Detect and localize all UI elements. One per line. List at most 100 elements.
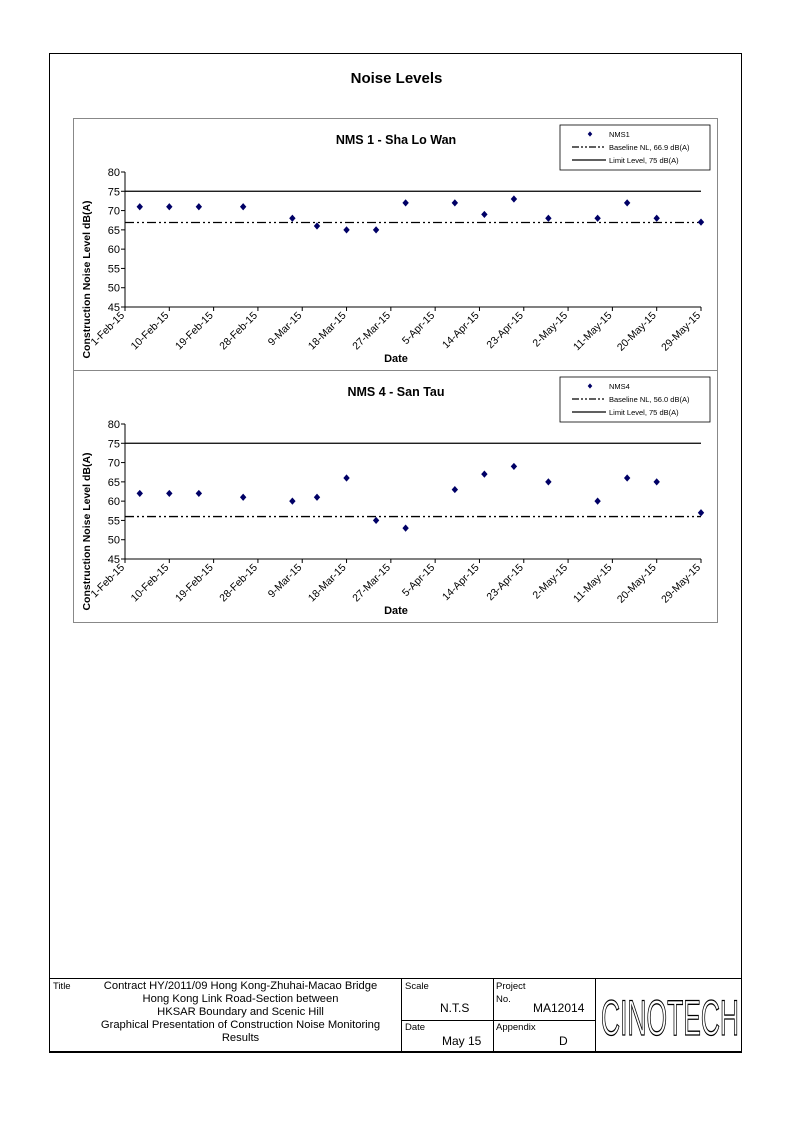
x-axis-label: Date	[384, 353, 408, 365]
y-tick-label: 50	[108, 283, 120, 295]
x-tick-label: 14-Apr-15	[440, 310, 482, 352]
legend-label: NMS1	[609, 130, 630, 139]
x-tick-label: 14-Apr-15	[440, 562, 482, 604]
legend-marker	[587, 383, 593, 389]
legend-label: Limit Level, 75 dB(A)	[609, 408, 679, 417]
data-point	[653, 214, 660, 222]
appendix-label: Appendix	[496, 1022, 536, 1033]
data-point	[545, 478, 552, 486]
x-tick-label: 2-May-15	[530, 310, 570, 350]
page-title: Noise Levels	[350, 70, 443, 87]
title-line: Results	[221, 1032, 260, 1044]
date-label: Date	[405, 1022, 426, 1033]
project-no-label: No.	[496, 994, 511, 1005]
x-tick-label: 9-Mar-15	[266, 562, 305, 601]
chart-title: NMS 1 - Sha Lo Wan	[336, 133, 456, 147]
title-line: HKSAR Boundary and Scenic Hill	[157, 1006, 324, 1018]
x-tick-label: 5-Apr-15	[400, 310, 437, 347]
data-point	[451, 199, 459, 207]
x-tick-label: 5-Apr-15	[400, 562, 437, 599]
x-tick-label: 1-Feb-15	[89, 310, 128, 349]
data-point	[402, 199, 409, 207]
y-axis-label: Construction Noise Level dB(A)	[81, 200, 93, 358]
data-point	[239, 203, 247, 211]
project-label: Project	[496, 981, 526, 992]
x-tick-label: 10-Feb-15	[129, 562, 172, 605]
data-point	[313, 493, 321, 501]
y-tick-label: 45	[108, 302, 120, 314]
data-point	[402, 524, 409, 532]
x-tick-label: 29-May-15	[659, 562, 703, 606]
x-axis-label: Date	[384, 605, 408, 617]
y-tick-label: 65	[108, 477, 120, 489]
x-tick-label: 11-May-15	[571, 310, 615, 354]
legend-label: Limit Level, 75 dB(A)	[609, 156, 679, 165]
data-point	[510, 462, 518, 471]
title-line: Hong Kong Link Road-Section between	[142, 993, 339, 1005]
data-point	[239, 493, 247, 501]
x-tick-label: 10-Feb-15	[129, 310, 172, 353]
title-line: Contract HY/2011/09 Hong Kong-Zhuhai-Mac…	[103, 980, 378, 992]
y-tick-label: 50	[108, 535, 120, 547]
date-value: May 15	[442, 1034, 482, 1048]
data-point	[653, 478, 660, 486]
x-tick-label: 20-May-15	[615, 310, 659, 354]
data-point	[166, 489, 173, 498]
y-tick-label: 65	[108, 225, 120, 237]
data-point	[372, 226, 380, 234]
page-frame	[49, 53, 742, 1052]
data-point	[313, 222, 321, 230]
cinotech-logo: CINOTECH	[600, 989, 739, 1046]
chart-nms4-panel: NMS 4 - San Tau 45 50 55 60 65 70 75 80 1-Feb-15 1…	[73, 370, 718, 623]
divider	[401, 1020, 596, 1021]
x-tick-label: 20-May-15	[615, 562, 659, 606]
x-tick-label: 9-Mar-15	[266, 310, 305, 349]
data-point	[136, 489, 143, 498]
project-number: MA12014	[533, 1001, 585, 1015]
y-tick-label: 45	[108, 554, 120, 566]
x-tick-label: 27-Mar-15	[350, 562, 393, 605]
chart-nms1-panel: NMS 1 - Sha Lo Wan 45 50 55 60 65 70 75 80 1-Feb-…	[73, 118, 718, 371]
x-tick-label: 18-Mar-15	[306, 310, 349, 353]
x-tick-label: 27-Mar-15	[350, 310, 393, 353]
data-point	[697, 509, 705, 517]
data-point	[166, 203, 173, 211]
x-tick-label: 29-May-15	[659, 310, 703, 354]
x-tick-label: 2-May-15	[530, 562, 570, 602]
divider	[595, 979, 596, 1052]
scale-label: Scale	[405, 981, 429, 992]
y-tick-label: 55	[108, 515, 120, 527]
data-point	[545, 214, 552, 222]
y-tick-label: 60	[108, 496, 120, 508]
x-tick-label: 18-Mar-15	[306, 562, 349, 605]
legend-label: Baseline NL, 66.9 dB(A)	[609, 143, 690, 152]
divider	[493, 979, 494, 1052]
data-point	[195, 203, 203, 211]
y-tick-label: 55	[108, 263, 120, 275]
y-tick-label: 75	[108, 186, 120, 198]
y-tick-label: 80	[108, 167, 120, 179]
data-point	[697, 218, 705, 226]
legend-label: Baseline NL, 56.0 dB(A)	[609, 395, 690, 404]
data-point	[289, 214, 296, 222]
y-tick-label: 70	[108, 206, 120, 218]
y-tick-label: 75	[108, 438, 120, 450]
x-tick-label: 28-Feb-15	[217, 310, 260, 353]
chart-nms1: NMS 1 - Sha Lo Wan 45 50 55 60 65 70 75 80 1-Feb-…	[81, 124, 711, 365]
x-tick-label: 23-Apr-15	[484, 310, 526, 352]
y-tick-label: 60	[108, 244, 120, 256]
title-line: Graphical Presentation of Construction N…	[100, 1019, 381, 1031]
title-block: Title Contract HY/2011/09 Hong Kong-Zhuh…	[49, 978, 742, 1053]
y-tick-label: 70	[108, 458, 120, 470]
x-tick-label: 1-Feb-15	[89, 562, 128, 601]
data-point	[289, 497, 296, 505]
data-point	[136, 203, 143, 211]
legend-label: NMS4	[609, 382, 630, 391]
data-point	[343, 226, 350, 234]
x-tick-label: 11-May-15	[571, 562, 615, 606]
x-tick-label: 19-Feb-15	[173, 310, 216, 353]
appendix-value: D	[559, 1034, 568, 1048]
title-text: Contract HY/2011/09 Hong Kong-Zhuhai-Mac…	[78, 980, 403, 1045]
x-tick-label: 23-Apr-15	[484, 562, 526, 604]
x-tick-label: 28-Feb-15	[217, 562, 260, 605]
